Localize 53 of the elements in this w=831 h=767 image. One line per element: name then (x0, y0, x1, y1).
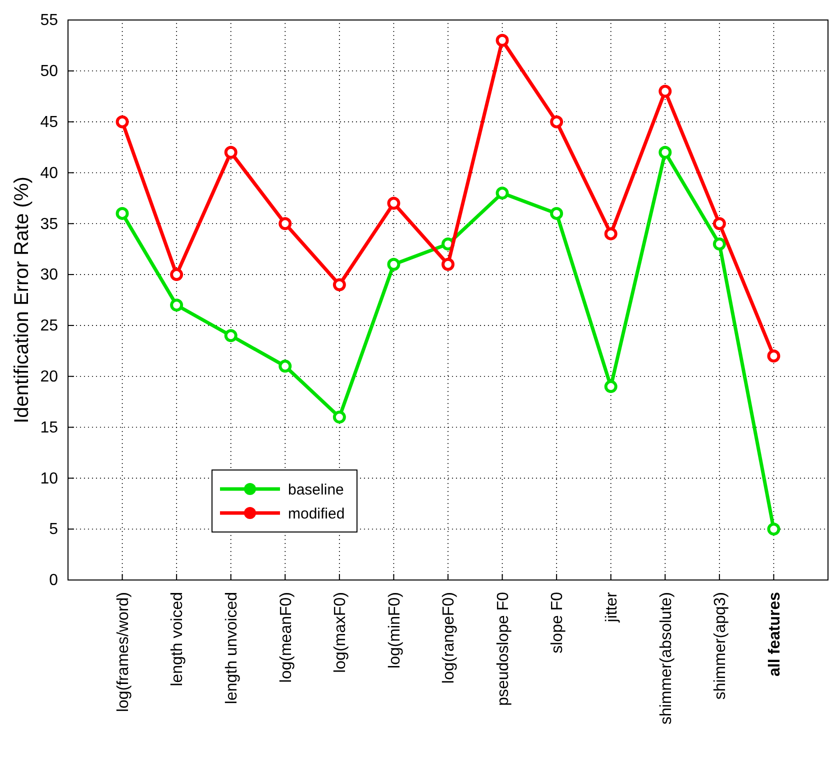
y-tick-label: 0 (49, 572, 58, 590)
point (767, 522, 780, 536)
point (442, 258, 454, 271)
point (332, 410, 346, 424)
point (116, 206, 129, 220)
x-tick-label: length unvoiced (223, 592, 240, 704)
point (387, 258, 400, 271)
x-tick-label: pseudoslope F0 (494, 592, 512, 706)
y-tick-label: 45 (40, 114, 58, 131)
y-tick-label: 10 (40, 470, 58, 488)
x-tick-label: shimmer(absolute) (658, 592, 675, 724)
y-tick-label: 5 (49, 521, 58, 538)
point (278, 360, 292, 373)
x-tick-label: log(rangeF0) (440, 592, 458, 684)
x-tick-label: log(maxF0) (332, 592, 350, 673)
point (224, 146, 238, 159)
point (116, 115, 129, 128)
y-tick-label: 55 (40, 12, 58, 30)
point (170, 298, 184, 312)
point (496, 34, 509, 47)
x-tick-label: shimmer(apq3) (712, 592, 730, 700)
point (550, 206, 564, 220)
x-tick-label: slope F0 (549, 592, 566, 654)
point (224, 329, 238, 342)
point (767, 350, 780, 362)
y-tick-label: 30 (40, 266, 58, 284)
legend-label: baseline (288, 481, 344, 498)
x-tick-label: log(meanF0) (278, 592, 295, 683)
y-tick-label: 25 (40, 318, 58, 335)
y-tick-label: 40 (40, 164, 58, 182)
point (712, 238, 726, 250)
y-tick-label: 20 (40, 368, 58, 386)
point (332, 278, 346, 292)
point (496, 186, 509, 200)
point (604, 227, 618, 240)
point (387, 196, 400, 210)
x-tick-label: log(minF0) (386, 592, 404, 668)
y-tick-label: 15 (40, 419, 58, 436)
point (170, 268, 184, 282)
x-tick-label: jitter (603, 591, 620, 624)
point (550, 115, 564, 128)
y-tick-label: 35 (40, 216, 58, 233)
y-tick-label: 50 (40, 63, 58, 80)
point (712, 217, 726, 230)
x-tick-label: all features (766, 592, 784, 676)
point (658, 146, 672, 159)
point (278, 217, 292, 230)
point (604, 380, 618, 394)
y-axis-title: Identification Error Rate (%) (11, 176, 33, 424)
point (658, 84, 672, 98)
x-tick-label: log(frames/word) (114, 592, 132, 712)
legend-label: modified (288, 505, 345, 522)
x-tick-label: length voiced (169, 592, 186, 686)
